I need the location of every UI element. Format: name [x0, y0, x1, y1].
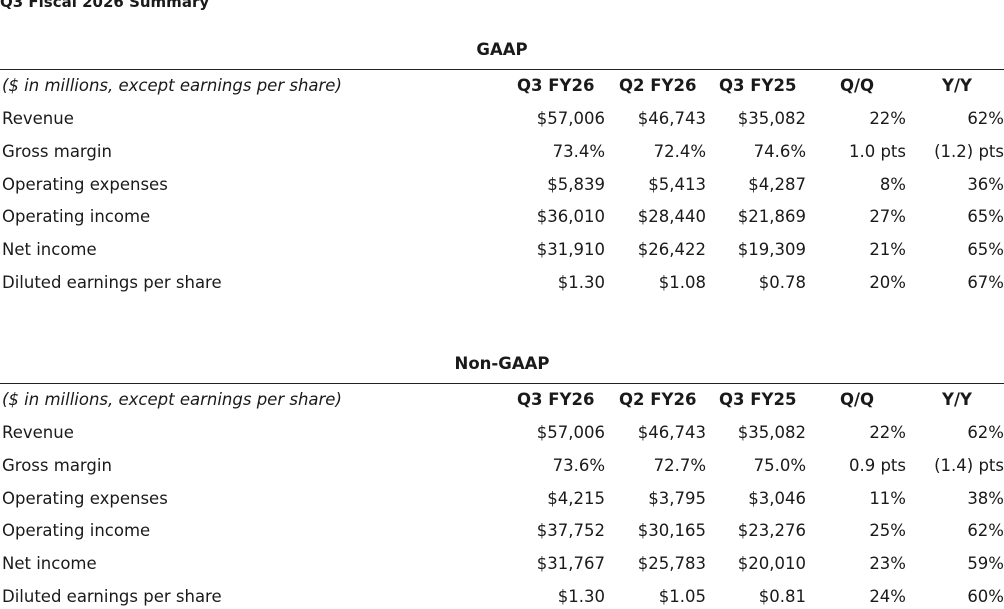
cell: 25% [869, 521, 906, 541]
column-header: ($ in millions, except earnings per shar… [2, 390, 342, 409]
cell: 36% [967, 174, 1004, 194]
column-header: Q3 FY26 [517, 390, 595, 409]
row-label: Revenue [2, 423, 74, 442]
column-header: Q3 FY25 [719, 390, 797, 409]
row-label: Gross margin [2, 455, 112, 475]
cell: 65% [967, 207, 1004, 227]
cell: 72.7% [653, 455, 706, 475]
cell: 65% [967, 240, 1004, 260]
cell: $28,440 [637, 207, 706, 227]
row-label: Operating income [2, 207, 151, 227]
column-header: Q3 FY26 [517, 76, 595, 95]
cell: 59% [967, 554, 1004, 574]
cell: $46,743 [637, 109, 706, 128]
cell: 62% [967, 521, 1004, 541]
cell: 60% [967, 587, 1004, 606]
cell: $4,215 [547, 488, 605, 508]
cell: (1.4) pts [934, 455, 1004, 475]
cell: 62% [967, 423, 1004, 442]
cell: 67% [967, 273, 1004, 292]
cell: 74.6% [753, 141, 806, 161]
cell: $5,839 [547, 174, 605, 194]
column-header: Q3 FY25 [719, 76, 797, 95]
column-header: Y/Y [942, 390, 972, 409]
cell: $46,743 [637, 423, 706, 442]
cell: 20% [869, 273, 906, 292]
cell: $57,006 [536, 109, 605, 128]
cell: $3,046 [748, 488, 806, 508]
column-header: Q/Q [840, 390, 875, 409]
cell: $26,422 [637, 240, 706, 260]
cell: $30,165 [637, 521, 706, 541]
column-header: ($ in millions, except earnings per shar… [2, 76, 342, 95]
cell: 38% [967, 488, 1004, 508]
title: Q3 Fiscal 2026 Summary [0, 0, 210, 11]
cell: 21% [869, 240, 906, 260]
cell: $35,082 [737, 109, 806, 128]
cell: $37,752 [536, 521, 605, 541]
cell: $4,287 [748, 174, 806, 194]
cell: 23% [869, 554, 906, 574]
row-label: Revenue [2, 109, 74, 128]
cell: $25,783 [637, 554, 706, 574]
cell: 1.0 pts [848, 141, 906, 161]
cell: $23,276 [737, 521, 806, 541]
cell: $57,006 [536, 423, 605, 442]
cell: 0.9 pts [848, 455, 906, 475]
cell: $1.05 [658, 587, 706, 606]
cell: $3,795 [648, 488, 706, 508]
cell: $5,413 [648, 174, 706, 194]
cell: 72.4% [653, 141, 706, 161]
row-label: Diluted earnings per share [2, 587, 222, 606]
cell: (1.2) pts [934, 141, 1004, 161]
cell: 11% [869, 488, 906, 508]
cell: 62% [967, 109, 1004, 128]
cell: $20,010 [737, 554, 806, 574]
cell: 24% [869, 587, 906, 606]
cell: $36,010 [536, 207, 605, 227]
cell: $19,309 [737, 240, 806, 260]
table-heading: GAAP [476, 40, 528, 59]
cell: 22% [869, 423, 906, 442]
cell: $31,767 [536, 554, 605, 574]
cell: 27% [869, 207, 906, 227]
cell: 73.4% [552, 141, 605, 161]
rule [0, 383, 1004, 384]
cell: $1.08 [658, 273, 706, 292]
column-header: Q2 FY26 [619, 76, 697, 95]
row-label: Operating expenses [2, 488, 168, 508]
cell: 75.0% [753, 455, 806, 475]
cell: 8% [879, 174, 906, 194]
cell: $1.30 [557, 587, 605, 606]
cell: $1.30 [557, 273, 605, 292]
column-header: Q2 FY26 [619, 390, 697, 409]
cell: 73.6% [552, 455, 605, 475]
rule [0, 69, 1004, 70]
cell: $21,869 [737, 207, 806, 227]
row-label: Operating income [2, 521, 151, 541]
cell: 22% [869, 109, 906, 128]
column-header: Y/Y [942, 76, 972, 95]
table-heading: Non-GAAP [454, 354, 550, 373]
column-header: Q/Q [840, 76, 875, 95]
row-label: Gross margin [2, 141, 112, 161]
cell: $31,910 [536, 240, 605, 260]
cell: $0.78 [758, 273, 806, 292]
cell: $0.81 [758, 587, 806, 606]
cell: $35,082 [737, 423, 806, 442]
row-label: Operating expenses [2, 174, 168, 194]
row-label: Diluted earnings per share [2, 273, 222, 292]
row-label: Net income [2, 240, 97, 260]
row-label: Net income [2, 554, 97, 574]
